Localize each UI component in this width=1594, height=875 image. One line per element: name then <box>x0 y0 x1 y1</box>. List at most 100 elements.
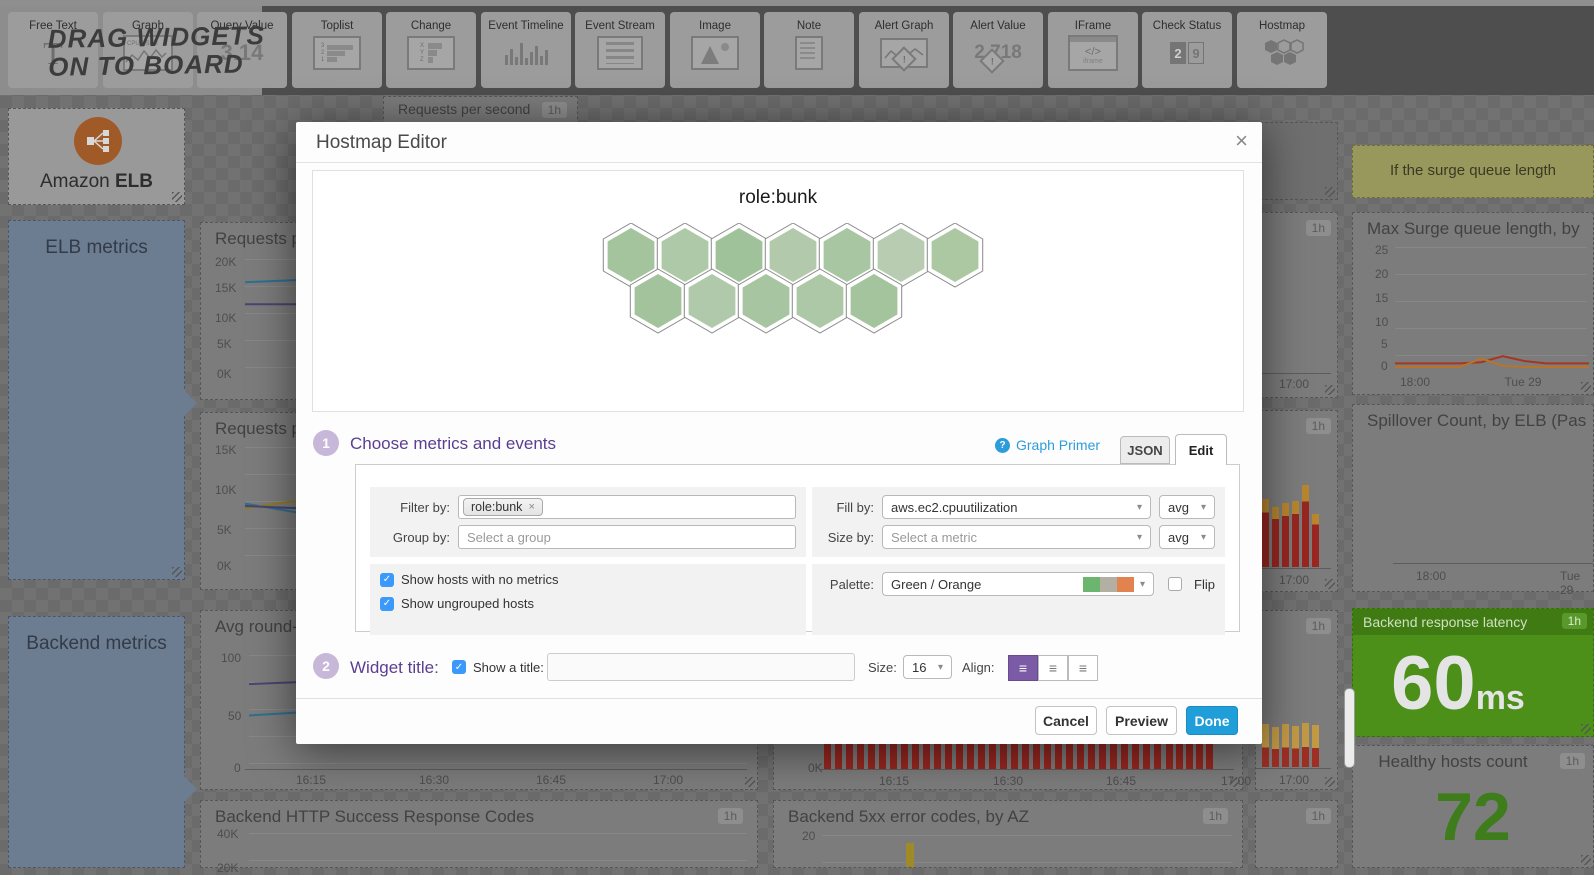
widget-elb-metrics-group[interactable]: ELB metrics <box>8 220 197 580</box>
show-no-metrics-checkbox[interactable]: ✓ <box>380 572 394 587</box>
align-center-button[interactable]: ≡ <box>1038 655 1068 681</box>
widget-healthy-hosts[interactable]: Healthy hosts count 1h 72 <box>1352 745 1594 868</box>
align-label: Align: <box>962 660 995 675</box>
remove-tag-icon[interactable]: × <box>528 501 535 513</box>
latency-title: Backend response latency <box>1363 614 1528 630</box>
check-status-icon: 2 9 <box>1142 32 1232 74</box>
resize-handle[interactable] <box>172 567 182 577</box>
free-text-icon: T <box>43 34 63 71</box>
resize-handle[interactable] <box>1325 579 1335 589</box>
chevron-down-icon: ▾ <box>937 661 943 673</box>
toolbar-item-event-timeline[interactable]: Event Timeline <box>481 12 571 88</box>
widget-spillover[interactable]: Spillover Count, by ELB (Pas 18:00 Tue 2… <box>1352 404 1594 597</box>
cancel-button[interactable]: Cancel <box>1035 706 1097 735</box>
widget-title-row: 2 Widget title: ✓ Show a title: Size: 16… <box>296 650 1262 690</box>
title-size-select[interactable]: 16 ▾ <box>903 655 952 679</box>
yellow-bar <box>906 843 914 867</box>
widget-surge-note[interactable]: If the surge queue length <box>1352 145 1594 198</box>
toolbar-item-alert-graph[interactable]: Alert Graph ! <box>859 12 949 88</box>
widget-strip-bars-b[interactable]: 1h 17:00 <box>1255 610 1338 790</box>
fill-by-select[interactable]: aws.ec2.cpuutilization ▾ <box>882 495 1151 519</box>
group-by-input[interactable] <box>458 525 796 549</box>
timeframe-badge: 1h <box>1561 613 1587 629</box>
preview-button[interactable]: Preview <box>1106 706 1177 735</box>
modal-header: Hostmap Editor × <box>296 122 1262 163</box>
filter-by-label: Filter by: <box>400 499 450 515</box>
tab-json[interactable]: JSON <box>1120 436 1170 464</box>
widget-strip-fragment-1[interactable] <box>1255 122 1338 200</box>
size-by-select[interactable]: Select a metric ▾ <box>882 525 1151 549</box>
tab-edit[interactable]: Edit <box>1175 434 1227 465</box>
filter-by-input[interactable]: role:bunk × <box>458 495 796 519</box>
max-surge-line <box>1395 247 1589 367</box>
toolbar-item-hostmap[interactable]: Hostmap <box>1237 12 1327 88</box>
healthy-hosts-value: 72 <box>1435 779 1511 855</box>
size-agg-select[interactable]: avg ▾ <box>1159 525 1215 549</box>
fill-by-label: Fill by: <box>836 499 874 515</box>
done-button[interactable]: Done <box>1186 706 1238 735</box>
chevron-down-icon: ▾ <box>1200 501 1206 513</box>
resize-handle[interactable] <box>1581 724 1591 734</box>
group-by-label: Group by: <box>392 529 450 545</box>
toolbar-item-query-value[interactable]: Query Value 3.14 <box>197 12 287 88</box>
toolbar-item-graph[interactable]: Graph CPU,USER <box>103 12 193 88</box>
widget-strip-bars-a[interactable]: 1h 17:00 <box>1255 410 1338 592</box>
align-left-button[interactable]: ≡ <box>1008 655 1038 681</box>
resize-handle[interactable] <box>1325 777 1335 787</box>
resize-handle[interactable] <box>1581 855 1591 865</box>
show-title-checkbox[interactable]: ✓ <box>452 660 466 674</box>
close-icon[interactable]: × <box>1235 128 1248 153</box>
resize-handle[interactable] <box>172 192 182 202</box>
widget-backend-metrics-group[interactable]: Backend metrics <box>8 616 197 868</box>
widget-strip-fragment-2[interactable]: 1h 17:00 <box>1255 212 1338 398</box>
stacked-bars <box>1262 457 1322 567</box>
resize-handle[interactable] <box>1325 187 1335 197</box>
step-1-heading: Choose metrics and events <box>350 434 556 453</box>
title-size-label: Size: <box>868 660 897 675</box>
toolbar-item-change[interactable]: Change X Y Z <box>386 12 476 88</box>
elb-metrics-label: ELB metrics <box>45 237 148 258</box>
toplist-icon: 3 2 1 <box>292 32 382 74</box>
alert-value-icon: 2.718 ! <box>953 32 1043 74</box>
fill-agg-select[interactable]: avg ▾ <box>1159 495 1215 519</box>
flip-checkbox[interactable] <box>1168 577 1183 591</box>
chevron-down-icon: ▾ <box>1136 501 1142 513</box>
toolbar-item-image[interactable]: Image <box>670 12 760 88</box>
timeframe-badge: 1h <box>1305 808 1331 824</box>
hostmap-preview-title: role:bunk <box>738 187 818 208</box>
toolbar-item-event-stream[interactable]: Event Stream <box>575 12 665 88</box>
note-icon <box>764 32 854 74</box>
chevron-down-icon: ▾ <box>1200 531 1206 543</box>
change-icon: X Y Z <box>386 32 476 74</box>
hostmap-hexagons[interactable] <box>601 223 991 353</box>
toolbar-item-iframe[interactable]: IFrame </> iframe <box>1048 12 1138 88</box>
toolbar-item-free-text[interactable]: Free Text T <box>8 12 98 88</box>
resize-handle[interactable] <box>1581 382 1591 392</box>
show-ungrouped-checkbox[interactable]: ✓ <box>380 596 394 611</box>
toolbar-item-toplist[interactable]: Toplist 3 2 1 <box>292 12 382 88</box>
palette-select[interactable]: Green / Orange ▾ <box>882 572 1155 596</box>
graph-primer-link[interactable]: ? Graph Primer <box>995 437 1100 453</box>
widget-backend-latency[interactable]: Backend response latency 1h 60ms <box>1352 608 1594 737</box>
resize-handle[interactable] <box>1325 385 1335 395</box>
resize-handle[interactable] <box>1230 777 1240 787</box>
widget-title-input[interactable] <box>547 653 855 681</box>
size-by-label: Size by: <box>827 529 874 545</box>
widget-backend-5xx[interactable]: Backend 5xx error codes, by AZ 1h 20 <box>773 800 1243 869</box>
toolbar-item-note[interactable]: Note <box>764 12 854 88</box>
align-right-button[interactable]: ≡ <box>1068 655 1098 681</box>
widget-palette-toolbar: Free Text T Graph CPU,USER Query Value 3… <box>0 0 1594 95</box>
image-icon <box>670 32 760 74</box>
group-arrow-icon <box>183 775 197 803</box>
scrollbar-thumb[interactable] <box>1344 688 1355 768</box>
group-arrow-icon <box>183 389 197 417</box>
widget-amazon-elb[interactable]: Amazon ELB <box>8 108 185 205</box>
widget-max-surge[interactable]: Max Surge queue length, by 25 20 15 10 5… <box>1352 212 1594 395</box>
toolbar-item-alert-value[interactable]: Alert Value 2.718 ! <box>953 12 1043 88</box>
toolbar-item-check-status[interactable]: Check Status 2 9 <box>1142 12 1232 88</box>
resize-handle[interactable] <box>745 777 755 787</box>
widget-strip-fragment-3[interactable]: 1h <box>1255 800 1338 868</box>
graph-icon: CPU,USER <box>103 32 193 74</box>
widget-backend-http-success[interactable]: Backend HTTP Success Response Codes 1h 4… <box>200 800 758 875</box>
filter-tag[interactable]: role:bunk × <box>463 498 543 516</box>
